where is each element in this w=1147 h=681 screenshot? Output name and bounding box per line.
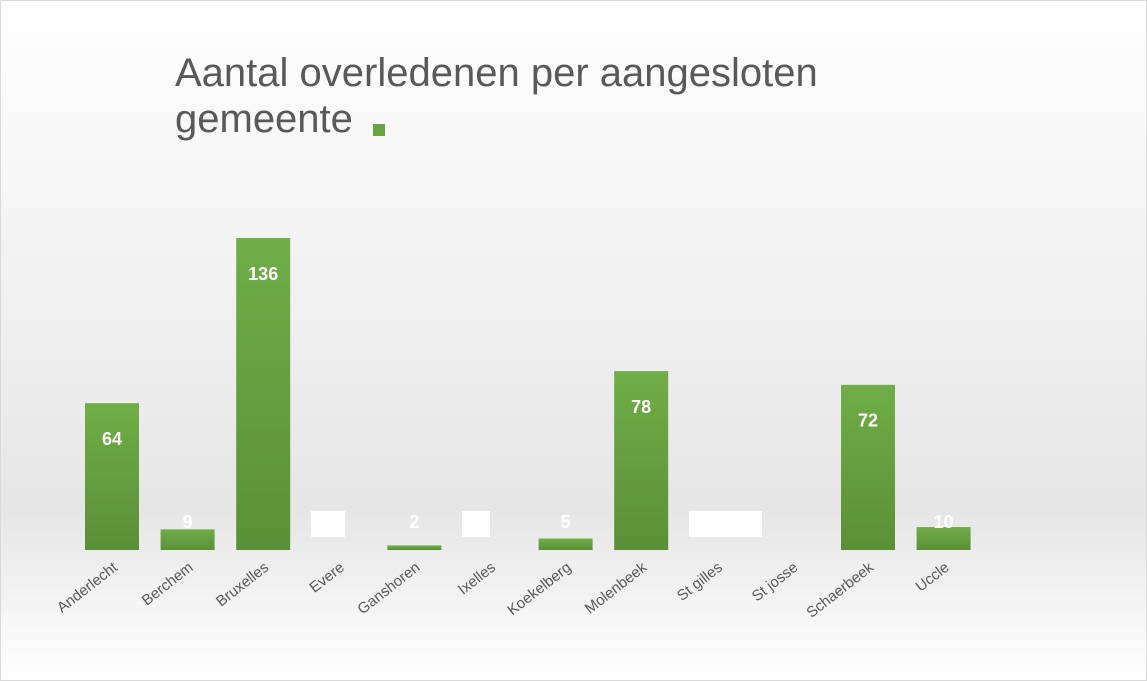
bar xyxy=(614,371,669,550)
redaction-box xyxy=(462,511,490,537)
bar xyxy=(387,545,442,550)
bar xyxy=(538,538,593,550)
data-label: 2 xyxy=(409,512,419,532)
bar xyxy=(236,238,291,550)
bar xyxy=(85,403,139,550)
redaction-box xyxy=(311,511,345,537)
legend-marker xyxy=(373,124,385,136)
data-label: 5 xyxy=(561,512,571,532)
redaction-box xyxy=(689,511,762,537)
data-label: 10 xyxy=(934,512,954,532)
bars: 64 9 136 2 5 78 72 10 xyxy=(85,238,971,550)
data-label: 78 xyxy=(631,397,651,417)
data-label: 9 xyxy=(183,512,193,532)
bar xyxy=(160,529,215,550)
chart-title: Aantal overledenen per aangesloten gemeen… xyxy=(175,51,818,141)
bar xyxy=(916,527,971,550)
data-label: 72 xyxy=(858,411,878,431)
data-label: 136 xyxy=(248,264,278,284)
bar xyxy=(841,384,895,550)
data-label: 64 xyxy=(102,429,122,449)
